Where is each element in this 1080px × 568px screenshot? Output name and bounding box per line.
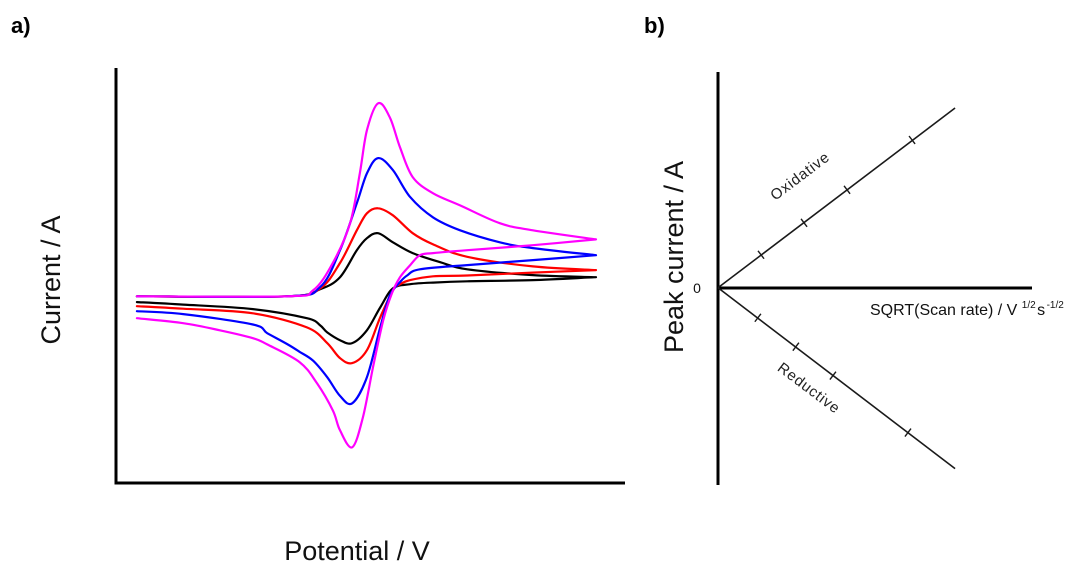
panel-a-x-axis-label: Potential / V [284, 536, 430, 566]
data-point-marker-oxidative [757, 250, 765, 260]
x-axis-label-sup2: -1/2 [1047, 300, 1065, 311]
data-point-marker-oxidative [800, 218, 808, 228]
cv-curves [135, 101, 598, 449]
panel-a-label: a) [11, 13, 31, 38]
cv-curve-red [135, 207, 598, 365]
panel-b: b) 0 SQRT(Scan rate) / V 1/2 s -1/2 Peak… [644, 13, 1064, 485]
data-point-marker-reductive [829, 371, 837, 381]
panel-a-y-axis-label: Current / A [36, 215, 66, 344]
annotation-reductive: Reductive [774, 359, 843, 417]
x-axis-label-sup1: 1/2 [1022, 300, 1036, 311]
data-point-marker-reductive [904, 428, 912, 437]
data-point-marker-reductive [792, 342, 800, 352]
panel-b-x-axis-label: SQRT(Scan rate) / V 1/2 s -1/2 [870, 295, 1064, 319]
panel-a: a) Current / A Potential / V [11, 13, 625, 566]
data-point-marker-oxidative [908, 135, 916, 145]
panel-b-label: b) [644, 13, 665, 38]
cv-curve-blue [135, 156, 598, 406]
x-axis-label-main: SQRT(Scan rate) / V [870, 302, 1018, 319]
data-point-marker-reductive [754, 313, 762, 323]
line-oxidative [717, 107, 956, 289]
y-tick-label-zero: 0 [693, 280, 701, 296]
peak-current-lines [717, 107, 956, 470]
cv-curve-magenta [135, 101, 598, 449]
annotation-oxidative: Oxidative [767, 149, 833, 205]
cv-curve-black [135, 231, 598, 345]
data-point-marker-oxidative [843, 185, 851, 195]
panel-b-y-axis-label: Peak current / A [659, 161, 689, 353]
x-axis-label-unit2: s [1037, 302, 1045, 319]
